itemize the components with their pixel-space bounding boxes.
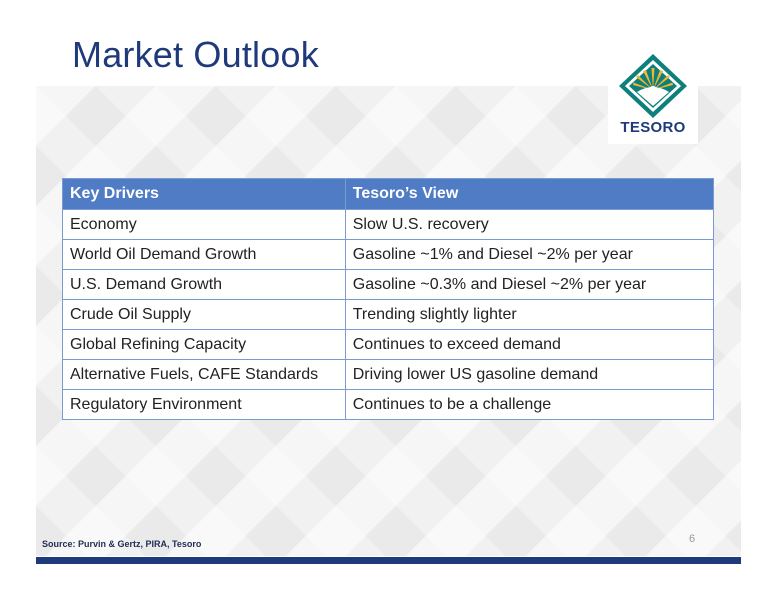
tesoro-logo: TESORO: [608, 52, 698, 144]
driver-cell: Economy: [62, 209, 346, 240]
table-row: U.S. Demand Growth Gasoline ~0.3% and Di…: [62, 269, 715, 300]
table-row: Global Refining Capacity Continues to ex…: [62, 329, 715, 360]
driver-cell: Regulatory Environment: [62, 389, 346, 420]
column-header-key-drivers: Key Drivers: [62, 178, 346, 210]
logo-wordmark: TESORO: [620, 119, 686, 136]
view-cell: Gasoline ~0.3% and Diesel ~2% per year: [344, 269, 715, 300]
driver-cell: World Oil Demand Growth: [62, 239, 346, 270]
view-cell: Driving lower US gasoline demand: [344, 359, 715, 390]
driver-cell: Crude Oil Supply: [62, 299, 346, 330]
source-note: Source: Purvin & Gertz, PIRA, Tesoro: [42, 539, 202, 549]
table-row: Economy Slow U.S. recovery: [62, 209, 715, 240]
footer-bar: [36, 557, 741, 564]
table-row: Regulatory Environment Continues to be a…: [62, 389, 715, 420]
column-header-tesoro-view: Tesoro’s View: [344, 178, 715, 210]
driver-cell: Alternative Fuels, CAFE Standards: [62, 359, 346, 390]
tesoro-diamond-sunburst-icon: [619, 54, 687, 118]
table-row: Alternative Fuels, CAFE Standards Drivin…: [62, 359, 715, 390]
view-cell: Slow U.S. recovery: [344, 209, 715, 240]
driver-cell: Global Refining Capacity: [62, 329, 346, 360]
page-number: 6: [688, 533, 696, 545]
page-title: Market Outlook: [72, 34, 319, 75]
table-row: Crude Oil Supply Trending slightly light…: [62, 299, 715, 330]
table-header-row: Key Drivers Tesoro’s View: [62, 178, 715, 210]
table-row: World Oil Demand Growth Gasoline ~1% and…: [62, 239, 715, 270]
view-cell: Trending slightly lighter: [344, 299, 715, 330]
key-drivers-table: Key Drivers Tesoro’s View Economy Slow U…: [62, 178, 715, 420]
view-cell: Gasoline ~1% and Diesel ~2% per year: [344, 239, 715, 270]
view-cell: Continues to be a challenge: [344, 389, 715, 420]
driver-cell: U.S. Demand Growth: [62, 269, 346, 300]
view-cell: Continues to exceed demand: [344, 329, 715, 360]
